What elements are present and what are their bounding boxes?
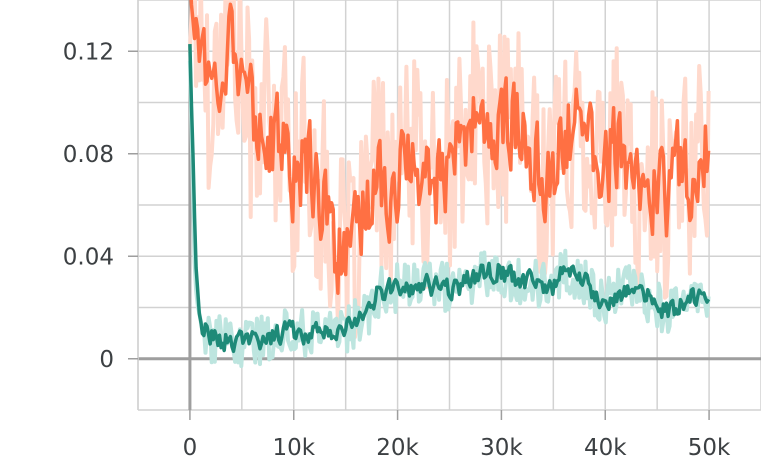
smoothed-series-layer	[188, 0, 711, 354]
x-tick-label: 40k	[584, 435, 627, 461]
tick-labels: 0 0.04 0.08 0.12 0 10k 20k 30k 40k 50k	[63, 39, 731, 461]
x-tick-label: 10k	[272, 435, 315, 461]
raw-series-line-0	[187, 0, 711, 343]
y-tick-label: 0.12	[63, 39, 114, 65]
x-tick-label: 30k	[480, 435, 523, 461]
x-tick-label: 0	[183, 435, 198, 461]
series-line-0	[189, 0, 711, 295]
y-tick-label: 0.04	[63, 244, 114, 270]
y-tick-label: 0	[99, 347, 114, 373]
series-line-1	[188, 44, 711, 354]
x-tick-label: 50k	[688, 435, 731, 461]
y-tick-label: 0.08	[63, 142, 114, 168]
x-tick-label: 20k	[376, 435, 419, 461]
